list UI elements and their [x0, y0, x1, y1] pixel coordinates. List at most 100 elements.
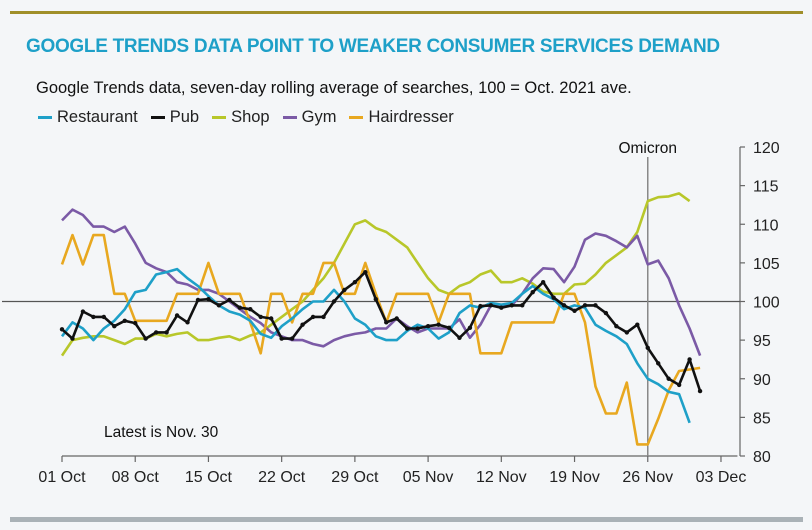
y-tick-label: 95: [753, 333, 771, 350]
series-point-pub: [237, 305, 243, 310]
series-point-pub: [394, 316, 399, 321]
series-point-pub: [530, 290, 535, 295]
series-point-pub: [697, 388, 703, 394]
series-point-pub: [122, 318, 127, 324]
series-point-pub: [331, 299, 337, 304]
series-point-pub: [227, 297, 232, 303]
legend-label: Gym: [301, 108, 337, 126]
x-tick-label: 12 Nov: [476, 469, 527, 486]
series-point-pub: [687, 357, 692, 362]
series-point-pub: [101, 314, 107, 320]
series-point-pub: [310, 314, 316, 320]
series-point-pub: [509, 303, 514, 308]
x-tick-label: 22 Oct: [258, 469, 306, 486]
chart-title: GOOGLE TRENDS DATA POINT TO WEAKER CONSU…: [26, 36, 720, 57]
x-tick-label: 15 Oct: [185, 469, 233, 486]
series-point-pub: [248, 307, 253, 312]
y-tick-label: 115: [753, 179, 779, 196]
series-point-pub: [656, 361, 661, 366]
legend-item-gym: Gym: [282, 108, 337, 127]
series-point-pub: [404, 326, 410, 331]
series-point-pub: [112, 324, 117, 329]
chart-subtitle: Google Trends data, seven-day rolling av…: [36, 79, 632, 97]
series-point-pub: [164, 330, 169, 335]
x-tick-label: 03 Dec: [696, 469, 747, 486]
legend-item-shop: Shop: [212, 108, 270, 127]
legend-label: Hairdresser: [368, 108, 454, 126]
series-point-pub: [582, 303, 588, 308]
series-point-pub: [603, 310, 609, 316]
latest-annotation: Latest is Nov. 30: [104, 424, 219, 441]
legend-label: Restaurant: [57, 108, 138, 126]
legend-label: Pub: [169, 108, 200, 126]
series-line-gym: [61, 208, 702, 357]
y-tick-label: 100: [753, 295, 780, 312]
y-tick-label: 110: [753, 217, 779, 234]
series-point-pub: [425, 324, 431, 329]
series-point-pub: [133, 320, 138, 326]
legend-swatch: [150, 116, 165, 119]
x-tick-label: 08 Oct: [112, 469, 160, 486]
legend-swatch: [282, 116, 297, 119]
x-tick-label: 19 Nov: [549, 469, 600, 486]
legend: Restaurant Pub Shop Gym Hairdresser: [38, 108, 454, 127]
series-line-restaurant: [60, 267, 691, 424]
series-point-pub: [195, 297, 201, 303]
series-point-pub: [206, 296, 211, 302]
series-point-pub: [59, 327, 65, 332]
y-tick-label: 105: [753, 256, 780, 273]
series-point-pub: [624, 330, 630, 335]
legend-label: Shop: [231, 108, 270, 126]
series-point-pub: [70, 336, 75, 341]
series-point-pub: [91, 314, 96, 320]
series-point-pub: [143, 336, 148, 341]
series-point-pub: [373, 296, 378, 302]
series-point-pub: [499, 305, 504, 310]
series-point-pub: [342, 287, 347, 293]
x-tick-label: 29 Oct: [331, 469, 379, 486]
series-point-pub: [645, 345, 650, 351]
x-tick-label: 05 Nov: [403, 469, 454, 486]
series-point-pub: [446, 325, 452, 330]
series-point-pub: [520, 303, 525, 308]
series-point-pub: [300, 322, 305, 327]
series-point-pub: [488, 303, 494, 308]
series-point-pub: [363, 269, 368, 275]
legend-swatch: [349, 116, 364, 119]
series-point-pub: [415, 326, 420, 331]
series-point-pub: [384, 320, 389, 325]
series-point-pub: [174, 313, 180, 318]
y-tick-label: 80: [753, 449, 771, 466]
legend-item-restaurant: Restaurant: [38, 108, 138, 127]
series-point-pub: [614, 324, 619, 329]
series-point-pub: [279, 336, 284, 341]
x-tick-label: 01 Oct: [38, 469, 86, 486]
legend-item-hairdresser: Hairdresser: [349, 108, 454, 127]
y-tick-label: 85: [753, 410, 771, 427]
series-point-pub: [269, 316, 274, 321]
series-point-pub: [467, 325, 473, 330]
series-point-pub: [80, 309, 86, 314]
series-point-pub: [185, 320, 190, 325]
series-point-pub: [289, 336, 295, 341]
series-line-shop: [60, 192, 691, 357]
series-point-pub: [153, 330, 159, 335]
series-point-pub: [561, 303, 567, 308]
series-point-pub: [321, 314, 326, 320]
series-point-pub: [258, 314, 263, 320]
x-tick-label: 26 Nov: [622, 469, 673, 486]
legend-swatch: [212, 116, 227, 119]
y-tick-label: 120: [753, 140, 780, 157]
series-point-pub: [540, 279, 546, 285]
series-point-pub: [216, 303, 222, 308]
legend-swatch: [38, 116, 52, 119]
series-point-pub: [436, 322, 441, 327]
y-tick-label: 90: [753, 372, 771, 389]
series-point-pub: [457, 335, 462, 341]
series-point-pub: [635, 322, 640, 327]
legend-item-pub: Pub: [150, 108, 200, 127]
series-point-pub: [352, 279, 358, 285]
series-point-pub: [478, 303, 483, 309]
series-point-pub: [551, 295, 556, 300]
